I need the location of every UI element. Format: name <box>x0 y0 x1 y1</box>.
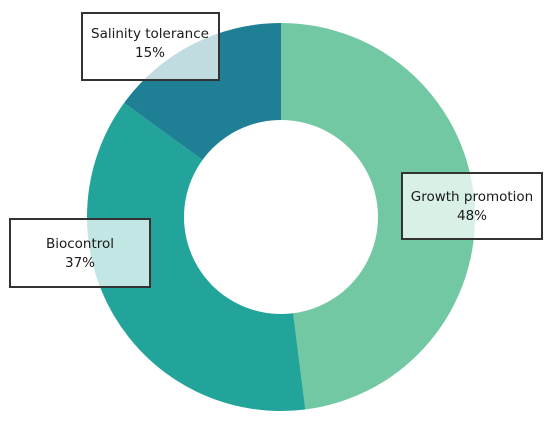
label-value-salinity-tolerance: 15% <box>135 45 165 61</box>
label-growth-promotion: Growth promotion 48% <box>401 172 543 240</box>
label-biocontrol: Biocontrol 37% <box>9 218 151 288</box>
label-salinity-tolerance: Salinity tolerance 15% <box>81 12 220 81</box>
donut-hole <box>184 120 378 314</box>
label-value-growth-promotion: 48% <box>457 208 487 224</box>
label-box-salinity-tolerance <box>81 12 220 81</box>
label-name-biocontrol: Biocontrol <box>46 236 114 252</box>
label-name-salinity-tolerance: Salinity tolerance <box>91 26 209 42</box>
label-name-growth-promotion: Growth promotion <box>411 189 534 205</box>
label-box-growth-promotion <box>401 172 543 240</box>
label-value-biocontrol: 37% <box>65 255 95 271</box>
label-box-biocontrol <box>9 218 151 288</box>
slice-growth-promotion <box>281 23 475 410</box>
